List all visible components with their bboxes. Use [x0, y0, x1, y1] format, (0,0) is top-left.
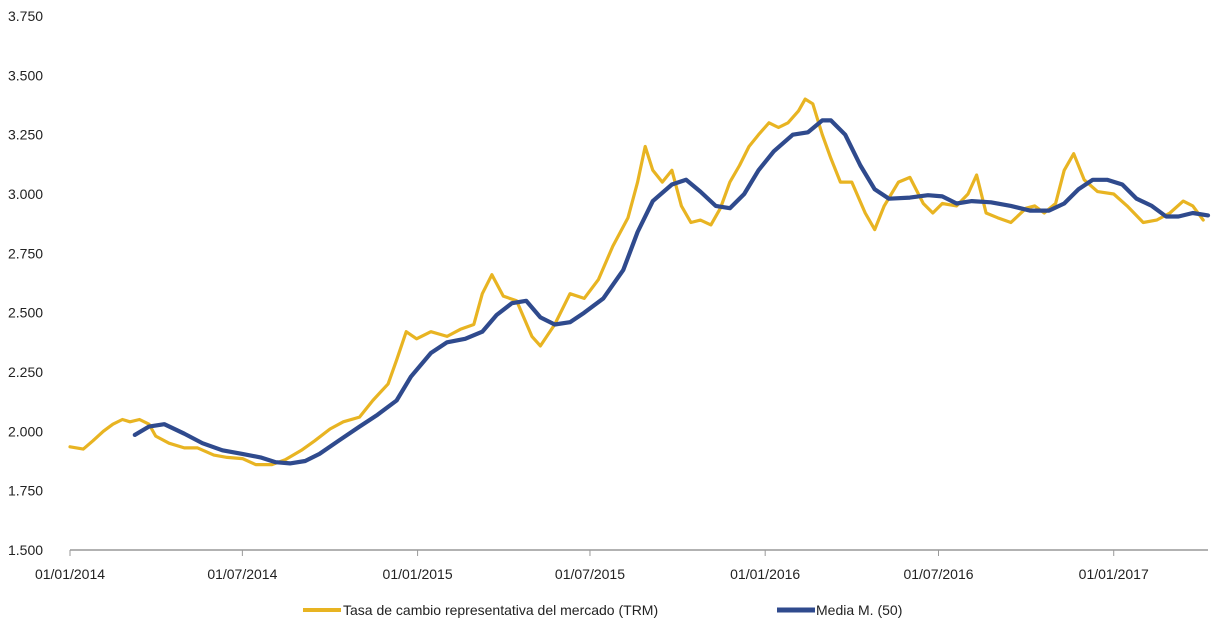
x-tick-label: 01/07/2015	[555, 566, 625, 582]
y-tick-label: 3.250	[8, 127, 43, 143]
y-tick-label: 2.500	[8, 305, 43, 321]
y-tick-label: 2.250	[8, 364, 43, 380]
legend-item-trm: Tasa de cambio representativa del mercad…	[303, 602, 658, 618]
legend-item-moving-average: Media M. (50)	[777, 602, 902, 618]
y-tick-label: 3.750	[8, 8, 43, 24]
y-tick-label: 1.500	[8, 542, 43, 558]
y-tick-label: 2.750	[8, 245, 43, 261]
x-tick-label: 01/01/2016	[730, 566, 800, 582]
x-tick-label: 01/01/2014	[35, 566, 105, 582]
x-tick-label: 01/01/2015	[383, 566, 453, 582]
series-layer	[68, 97, 1211, 467]
y-tick-label: 3.000	[8, 186, 43, 202]
series-line-moving-average	[132, 118, 1211, 466]
x-tick-label: 01/07/2016	[903, 566, 973, 582]
legend: Tasa de cambio representativa del mercad…	[303, 602, 902, 618]
x-tick-label: 01/07/2014	[207, 566, 277, 582]
y-tick-label: 1.750	[8, 483, 43, 499]
y-tick-label: 2.000	[8, 423, 43, 439]
legend-label: Media M. (50)	[816, 602, 902, 618]
x-axis: 01/01/2014 01/07/2014 01/01/2015 01/07/2015…	[35, 549, 1208, 582]
x-tick-label: 01/01/2017	[1079, 566, 1149, 582]
y-axis: 1.500 1.750 2.000 2.250 2.500 2.750 3.000 3.250…	[8, 8, 43, 558]
series-line-trm	[68, 97, 1205, 467]
y-tick-label: 3.500	[8, 67, 43, 83]
legend-label: Tasa de cambio representativa del mercad…	[343, 602, 658, 618]
